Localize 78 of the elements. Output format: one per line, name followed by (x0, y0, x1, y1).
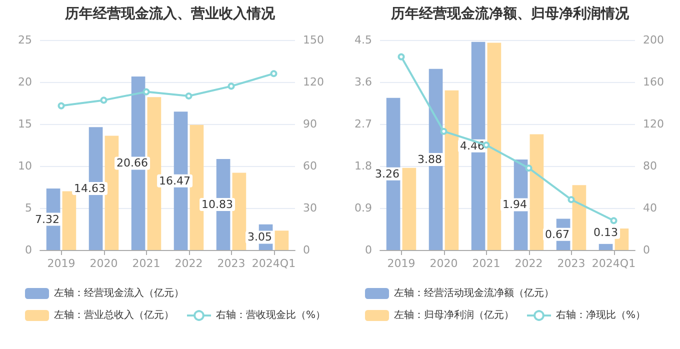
bar (487, 42, 502, 250)
y-tick-label: 3.6 (354, 76, 372, 88)
y-tick-label: 4.5 (354, 34, 372, 46)
point (440, 128, 448, 135)
point (270, 70, 278, 78)
x-tick-label: 2020 (90, 257, 118, 270)
y2-tick-label: 160 (643, 76, 664, 88)
y2-tick-label: 0 (303, 244, 310, 256)
y-tick-label: 5 (25, 202, 32, 214)
y-tick-label: 10 (18, 160, 32, 172)
data-label: 3.88 (418, 152, 442, 166)
x-tick-label: 2024Q1 (252, 257, 296, 270)
data-label: 10.83 (202, 198, 234, 212)
point (100, 96, 108, 104)
bar (572, 185, 586, 250)
legend-label: 右轴：净现比（%） (556, 309, 646, 321)
bar (232, 172, 246, 250)
bar (444, 90, 459, 250)
point (58, 102, 65, 110)
y-tick-label: 25 (18, 34, 32, 46)
bar (274, 230, 289, 250)
x-tick-label: 2021 (132, 257, 160, 270)
point (142, 88, 150, 96)
data-label: 3.26 (375, 167, 400, 180)
chart-title: 历年经营现金流入、营业收入情况 (64, 5, 276, 22)
legend-label: 右轴：营收现金比（%） (216, 309, 326, 321)
bar (190, 124, 204, 250)
bar (530, 134, 544, 250)
data-label: 0.13 (594, 226, 618, 239)
data-label: 20.66 (116, 156, 148, 170)
y-tick-label: 0.9 (354, 202, 372, 214)
y2-tick-label: 80 (643, 160, 657, 172)
point (568, 196, 575, 204)
y2-tick-label: 150 (303, 34, 324, 46)
x-tick-label: 2024Q1 (592, 257, 636, 270)
y2-tick-label: 40 (643, 202, 657, 214)
legend-label: 左轴：经营活动现金流净额（亿元） (394, 287, 554, 299)
bar (62, 191, 76, 250)
point (610, 217, 618, 224)
y2-tick-label: 120 (303, 76, 324, 88)
point (398, 53, 405, 60)
bar (402, 168, 416, 250)
x-tick-label: 2019 (47, 257, 76, 270)
legend-label: 左轴：归母净利润（亿元） (394, 309, 514, 321)
y2-tick-label: 200 (643, 34, 664, 46)
y-tick-label: 1.8 (354, 160, 372, 172)
y2-tick-label: 60 (303, 160, 317, 172)
bar (598, 244, 613, 250)
legend-label: 左轴：营业总收入（亿元） (54, 309, 174, 321)
data-label: 1.94 (502, 198, 528, 212)
data-label: 16.47 (159, 174, 191, 188)
y-tick-label: 15 (18, 118, 32, 130)
point (228, 82, 235, 90)
y2-tick-label: 30 (303, 202, 317, 214)
chart-title: 历年经营现金流净额、归母净利润情况 (390, 5, 630, 22)
x-tick-label: 2023 (217, 257, 246, 270)
y-tick-label: 2.7 (354, 118, 372, 130)
x-tick-label: 2021 (472, 257, 500, 270)
y2-tick-label: 0 (643, 244, 650, 256)
x-tick-label: 2020 (430, 257, 458, 270)
y2-tick-label: 120 (643, 118, 664, 130)
data-label: 14.63 (74, 182, 106, 196)
x-tick-label: 2023 (557, 257, 586, 270)
y-tick-label: 0 (25, 244, 32, 256)
x-tick-label: 2022 (514, 257, 543, 270)
y-tick-label: 20 (18, 76, 32, 88)
x-tick-label: 2022 (174, 257, 203, 270)
bar (104, 136, 119, 250)
x-tick-label: 2019 (387, 257, 416, 270)
legend-label: 左轴：经营现金流入（亿元） (54, 287, 184, 299)
y2-tick-label: 90 (303, 118, 317, 130)
data-label: 3.05 (248, 230, 272, 244)
y-tick-label: 0 (365, 244, 372, 256)
bar (147, 97, 162, 250)
point (185, 92, 192, 100)
point (525, 164, 532, 172)
data-label: 0.67 (545, 228, 570, 241)
data-label: 7.32 (35, 212, 60, 226)
